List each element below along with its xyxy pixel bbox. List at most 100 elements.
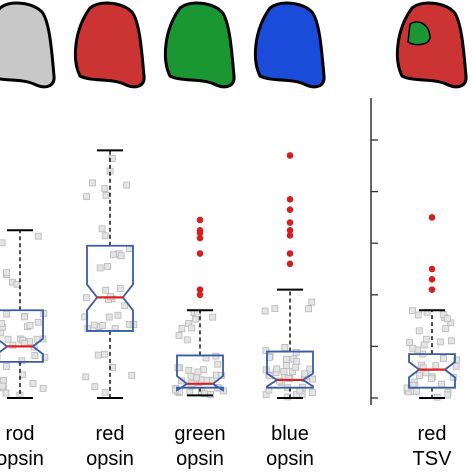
- category-label-0-2-line2: opsin: [176, 448, 224, 470]
- data-point: [175, 332, 183, 339]
- data-point: [101, 350, 108, 358]
- cell-inner-icon-1-0: [407, 21, 431, 46]
- cell-icon-0-2: [163, 1, 236, 89]
- data-point: [271, 305, 279, 313]
- data-point: [110, 251, 117, 259]
- outlier-1-0-2: [428, 265, 436, 273]
- data-point: [114, 311, 122, 319]
- data-point: [293, 358, 301, 365]
- data-point: [9, 341, 17, 349]
- data-point: [29, 380, 37, 387]
- data-point: [200, 390, 208, 398]
- data-point: [439, 310, 447, 318]
- data-point: [94, 351, 102, 359]
- outlier-0-3-6: [286, 196, 294, 203]
- cell-icon-0-3: [253, 1, 326, 89]
- data-point: [99, 322, 107, 329]
- data-point: [0, 377, 8, 384]
- data-point: [13, 280, 21, 288]
- data-point: [283, 362, 290, 369]
- data-point: [102, 191, 110, 199]
- category-label-0-1-line2: opsin: [86, 448, 134, 470]
- outlier-0-2-2: [196, 250, 204, 257]
- data-point: [41, 353, 49, 361]
- data-point: [82, 294, 90, 302]
- outlier-0-3-0: [286, 260, 294, 268]
- data-point: [101, 388, 109, 396]
- category-label-0-1-line1: red: [96, 423, 125, 445]
- data-point: [419, 364, 427, 372]
- data-point: [438, 380, 445, 388]
- data-point: [101, 185, 109, 192]
- data-point: [193, 374, 200, 382]
- data-point: [4, 335, 12, 343]
- data-point: [443, 315, 451, 323]
- data-point: [117, 252, 125, 260]
- data-point: [453, 356, 460, 364]
- data-point: [309, 389, 316, 396]
- data-point: [123, 181, 131, 189]
- data-point: [2, 363, 10, 370]
- data-point: [90, 321, 98, 329]
- category-label-1-0-line1: red: [418, 423, 447, 445]
- cell-icon-1-0: [395, 1, 468, 89]
- data-point: [185, 366, 193, 374]
- data-point: [188, 324, 195, 332]
- outlier-0-3-1: [286, 250, 294, 257]
- category-label-0-0-line1: rod: [6, 423, 35, 445]
- data-point: [413, 387, 420, 395]
- data-point: [187, 372, 195, 380]
- data-point: [130, 321, 138, 328]
- box-0-2: [176, 354, 224, 392]
- data-point: [105, 313, 113, 321]
- data-point: [301, 370, 309, 378]
- data-point: [261, 307, 269, 315]
- box-0-0: [0, 309, 44, 363]
- outlier-1-0-1: [428, 276, 436, 283]
- data-point: [444, 391, 452, 399]
- data-point: [19, 371, 27, 379]
- category-label-0-3-line2: opsin: [266, 448, 314, 470]
- data-point: [414, 311, 422, 319]
- axes-layer: [370, 98, 378, 405]
- data-point: [128, 371, 136, 379]
- category-label-0-2-line1: green: [174, 423, 225, 445]
- data-point: [285, 375, 293, 382]
- data-point: [96, 264, 104, 272]
- data-point: [406, 339, 414, 346]
- data-point: [98, 225, 106, 233]
- data-point: [102, 286, 110, 294]
- data-point: [34, 232, 42, 240]
- data-point: [447, 319, 455, 327]
- data-point: [89, 179, 96, 187]
- data-point: [422, 335, 430, 343]
- data-point: [409, 344, 417, 352]
- outlier-0-2-3: [196, 234, 204, 242]
- data-point: [428, 375, 435, 382]
- data-point: [296, 387, 304, 395]
- data-point: [436, 338, 444, 346]
- data-point: [39, 384, 47, 392]
- data-point: [101, 232, 109, 240]
- cell-icon-0-0: [0, 1, 56, 89]
- data-point: [34, 318, 42, 326]
- data-point: [104, 263, 111, 270]
- data-point: [214, 360, 222, 368]
- data-points-layer: [0, 155, 460, 401]
- data-point: [108, 155, 116, 162]
- data-point: [2, 389, 10, 397]
- data-point: [82, 373, 90, 381]
- outlier-0-2-0: [196, 291, 204, 299]
- data-point: [178, 325, 186, 332]
- outlier-0-3-7: [286, 152, 294, 159]
- cell-icons-layer: [0, 1, 468, 89]
- data-point: [0, 320, 5, 327]
- outlier-0-3-2: [286, 232, 294, 239]
- data-point: [183, 336, 191, 344]
- data-point: [280, 368, 288, 375]
- data-point: [207, 390, 214, 398]
- outlier-0-2-1: [196, 286, 204, 293]
- data-point: [415, 372, 423, 379]
- category-label-1-0-line2: TSV: [413, 448, 453, 470]
- data-point: [21, 313, 28, 321]
